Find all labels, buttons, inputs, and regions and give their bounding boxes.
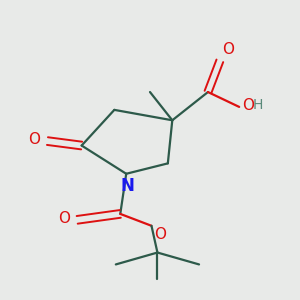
- Text: O: O: [154, 227, 166, 242]
- Text: O: O: [242, 98, 254, 113]
- Text: O: O: [222, 42, 234, 57]
- Text: O: O: [58, 212, 70, 226]
- Text: N: N: [121, 177, 135, 195]
- Text: O: O: [28, 132, 40, 147]
- Text: H: H: [253, 98, 263, 112]
